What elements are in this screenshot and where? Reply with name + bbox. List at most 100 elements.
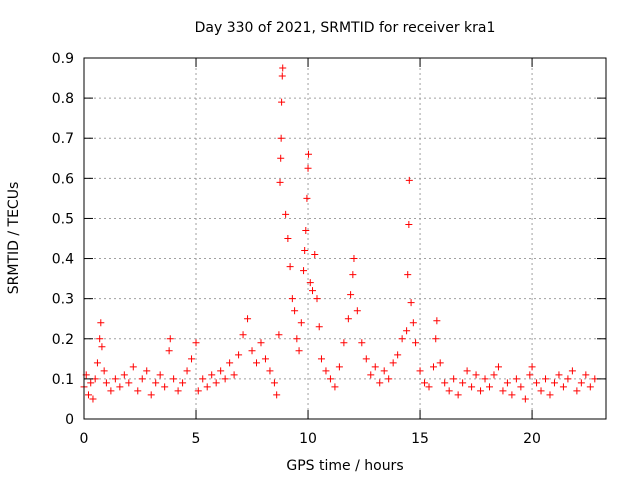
data-point bbox=[165, 347, 173, 355]
data-point bbox=[537, 387, 545, 395]
data-point bbox=[494, 363, 502, 371]
data-point bbox=[217, 367, 225, 375]
data-point bbox=[445, 387, 453, 395]
data-point bbox=[385, 375, 393, 383]
data-point bbox=[277, 134, 285, 142]
data-point bbox=[550, 379, 558, 387]
grid-lines bbox=[84, 58, 606, 419]
data-point bbox=[203, 383, 211, 391]
data-point bbox=[291, 307, 299, 315]
data-point bbox=[288, 295, 296, 303]
y-tick-label: 0.1 bbox=[52, 372, 74, 388]
data-point bbox=[125, 379, 133, 387]
data-point bbox=[89, 395, 97, 403]
data-point bbox=[279, 64, 287, 72]
data-point bbox=[404, 271, 412, 279]
data-point bbox=[546, 391, 554, 399]
data-point bbox=[577, 379, 585, 387]
data-point bbox=[266, 367, 274, 375]
data-point bbox=[512, 375, 520, 383]
data-point bbox=[353, 307, 361, 315]
data-point bbox=[403, 327, 411, 335]
data-point bbox=[244, 315, 252, 323]
data-point bbox=[278, 72, 286, 80]
data-point bbox=[542, 375, 550, 383]
data-point bbox=[564, 375, 572, 383]
data-point bbox=[301, 247, 309, 255]
data-point bbox=[344, 315, 352, 323]
data-point bbox=[405, 220, 413, 228]
data-point bbox=[199, 375, 207, 383]
y-tick-label: 0.7 bbox=[52, 131, 74, 147]
data-point bbox=[477, 387, 485, 395]
y-tick-label: 0.5 bbox=[52, 211, 74, 227]
y-tick-label: 0.8 bbox=[52, 91, 74, 107]
data-point bbox=[116, 383, 124, 391]
data-point bbox=[528, 363, 536, 371]
data-point bbox=[304, 150, 312, 158]
data-point bbox=[331, 383, 339, 391]
data-point bbox=[138, 375, 146, 383]
data-point bbox=[450, 375, 458, 383]
data-point bbox=[300, 267, 308, 275]
data-point bbox=[555, 371, 563, 379]
data-point bbox=[183, 367, 191, 375]
data-point bbox=[295, 347, 303, 355]
data-point bbox=[306, 279, 314, 287]
data-point bbox=[508, 391, 516, 399]
data-point bbox=[257, 339, 265, 347]
data-point bbox=[253, 359, 261, 367]
data-point bbox=[147, 391, 155, 399]
data-point bbox=[87, 379, 95, 387]
data-point bbox=[526, 371, 534, 379]
data-point bbox=[376, 379, 384, 387]
data-point bbox=[212, 379, 220, 387]
y-tick-label: 0.2 bbox=[52, 332, 74, 348]
data-point bbox=[100, 367, 108, 375]
data-point bbox=[389, 359, 397, 367]
data-point bbox=[188, 355, 196, 363]
data-point bbox=[573, 387, 581, 395]
data-point bbox=[96, 335, 104, 343]
data-point bbox=[311, 251, 319, 259]
data-point bbox=[286, 263, 294, 271]
x-tick-label: 0 bbox=[80, 431, 89, 447]
data-point bbox=[347, 291, 355, 299]
y-tick-label: 0.4 bbox=[52, 252, 74, 268]
data-point bbox=[407, 299, 415, 307]
data-point bbox=[194, 387, 202, 395]
data-point bbox=[261, 355, 269, 363]
data-point bbox=[315, 323, 323, 331]
data-point bbox=[129, 363, 137, 371]
data-point bbox=[472, 371, 480, 379]
data-point bbox=[421, 379, 429, 387]
data-point bbox=[120, 371, 128, 379]
y-tick-label: 0 bbox=[65, 412, 74, 428]
data-point bbox=[559, 383, 567, 391]
axis-ticks: 0 0.1 0.2 0.3 0.4 0.5 0.6 0.7 0.8 0.9 0 5 10 15 20 bbox=[52, 51, 606, 447]
data-point bbox=[433, 317, 441, 325]
data-point bbox=[309, 287, 317, 295]
data-point bbox=[436, 359, 444, 367]
data-point bbox=[340, 339, 348, 347]
data-point bbox=[161, 383, 169, 391]
data-point bbox=[533, 379, 541, 387]
y-tick-label: 0.3 bbox=[52, 292, 74, 308]
data-point bbox=[371, 363, 379, 371]
data-point bbox=[156, 371, 164, 379]
data-point bbox=[174, 387, 182, 395]
data-point bbox=[481, 375, 489, 383]
data-point bbox=[521, 395, 529, 403]
data-point bbox=[208, 371, 216, 379]
data-point bbox=[380, 367, 388, 375]
chart-title: Day 330 of 2021, SRMTID for receiver kra… bbox=[195, 20, 496, 36]
data-point bbox=[107, 387, 115, 395]
data-point bbox=[134, 387, 142, 395]
data-point bbox=[179, 379, 187, 387]
x-axis-label: GPS time / hours bbox=[286, 458, 403, 474]
data-point bbox=[143, 367, 151, 375]
x-tick-label: 5 bbox=[192, 431, 201, 447]
data-point bbox=[302, 226, 310, 234]
data-point bbox=[248, 347, 256, 355]
